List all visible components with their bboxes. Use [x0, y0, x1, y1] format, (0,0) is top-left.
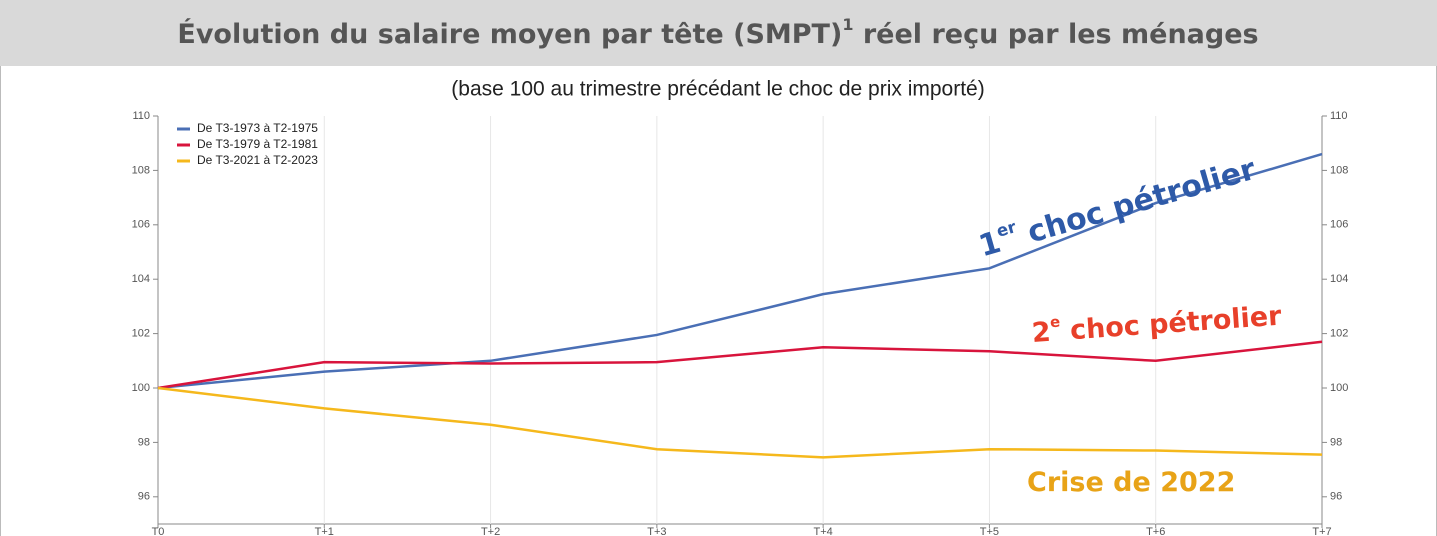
annotation-rest: choc pétrolier [1014, 151, 1260, 252]
y-tick-label: 96 [138, 491, 150, 503]
title-end: réel reçu par les ménages [853, 19, 1258, 50]
chart-title: Évolution du salaire moyen par tête (SMP… [177, 15, 1258, 50]
series-line [157, 152, 1323, 390]
title-bar [0, 0, 1437, 66]
x-tick-label: T0 [152, 526, 165, 536]
y2-tick-label: 110 [1330, 110, 1348, 122]
x-tick-label: T+2 [481, 526, 500, 536]
y-tick-label: 100 [132, 382, 150, 394]
legend-label: De T3-1979 à T2-1981 [197, 137, 318, 151]
y2-tick-label: 106 [1330, 219, 1348, 231]
x-tick-label: T+6 [1146, 526, 1165, 536]
x-tick-label: T+3 [647, 526, 666, 536]
annotation-text: Crise de 2022 [1027, 467, 1235, 498]
y-tick-label: 102 [132, 328, 150, 340]
annotation: Crise de 2022 [1027, 467, 1235, 498]
y-tick-label: 108 [132, 164, 150, 176]
x-tick-label: T+7 [1312, 526, 1331, 536]
y2-tick-label: 96 [1330, 491, 1342, 503]
annotation: 2e choc pétrolier [1031, 297, 1283, 348]
y-tick-label: 106 [132, 219, 150, 231]
annotation-sup: er [994, 216, 1019, 240]
y-tick-label: 104 [132, 273, 150, 285]
series-line [157, 340, 1323, 390]
legend-label: De T3-1973 à T2-1975 [197, 121, 318, 135]
y-tick-label: 110 [132, 110, 150, 122]
title-main: Évolution du salaire moyen par tête (SMP… [177, 18, 842, 50]
y-tick-label: 98 [138, 436, 150, 448]
y2-tick-label: 104 [1330, 273, 1348, 285]
y2-tick-label: 100 [1330, 382, 1348, 394]
annotation-sup: e [1049, 313, 1060, 332]
legend-label: De T3-2021 à T2-2023 [197, 153, 318, 167]
chart-subtitle: (base 100 au trimestre précédant le choc… [451, 78, 984, 101]
annotation-rest: choc pétrolier [1060, 300, 1283, 346]
y2-tick-label: 102 [1330, 328, 1348, 340]
x-tick-label: T+5 [980, 526, 999, 536]
y2-tick-label: 98 [1330, 436, 1342, 448]
annotation: 1er choc pétrolier [974, 149, 1259, 264]
y2-tick-label: 108 [1330, 164, 1348, 176]
annotation-text: 2 [1031, 316, 1052, 348]
series-line [157, 386, 1323, 459]
title-note-ref: 1 [842, 15, 853, 34]
x-tick-label: T+1 [315, 526, 334, 536]
x-tick-label: T+4 [814, 526, 833, 536]
